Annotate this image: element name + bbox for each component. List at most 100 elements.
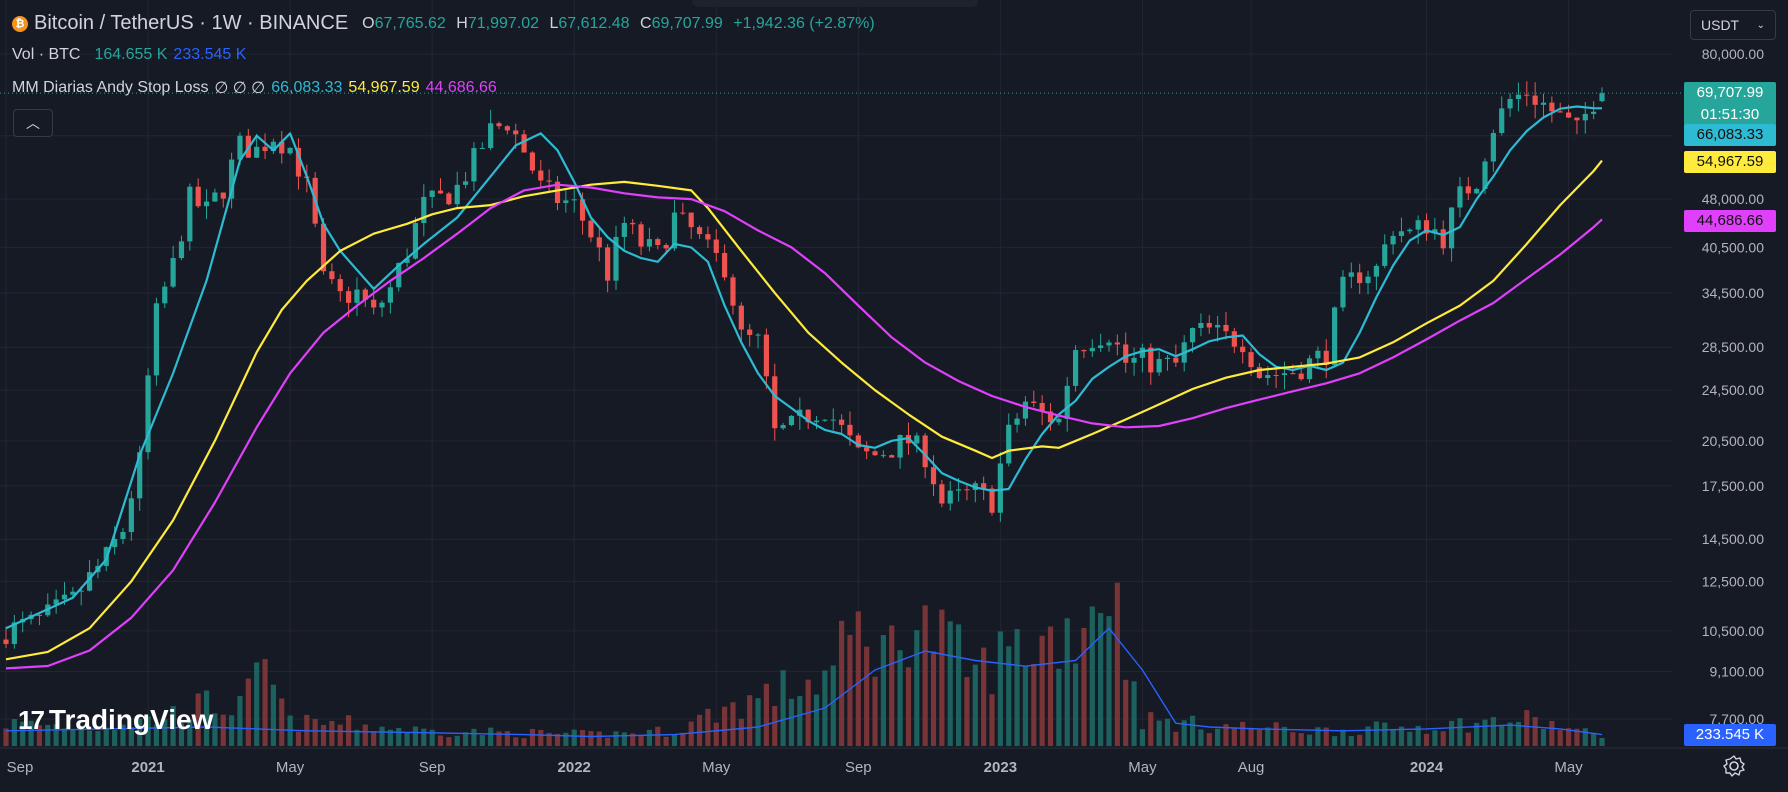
volume-bar bbox=[1574, 728, 1580, 746]
candle-body bbox=[613, 236, 619, 281]
volume-bar bbox=[337, 724, 343, 746]
time-tick-label: May bbox=[702, 759, 731, 776]
candle-body bbox=[638, 224, 644, 247]
low-value: 67,612.48 bbox=[558, 14, 630, 32]
time-axis[interactable]: Sep 2021 May Sep 2022 May Sep 2023 May Aug 2024 May bbox=[0, 747, 1788, 776]
candle-body bbox=[153, 303, 159, 376]
volume-bar bbox=[1407, 731, 1413, 746]
volume-legend[interactable]: Vol · BTC 164.655 K 233.545 K bbox=[12, 46, 246, 64]
volume-bar bbox=[521, 738, 527, 746]
candle-body bbox=[780, 425, 786, 429]
bitcoin-logo-icon: ₿ bbox=[12, 15, 28, 32]
candle-body bbox=[955, 489, 962, 491]
price-tick-label: 12,500.00 bbox=[1702, 573, 1764, 589]
volume-bars bbox=[3, 582, 1605, 746]
volume-bar bbox=[889, 625, 895, 746]
candle-body bbox=[1357, 272, 1363, 284]
volume-bar bbox=[379, 726, 385, 746]
volume-bar bbox=[1173, 731, 1179, 746]
candle-body bbox=[1081, 350, 1087, 352]
candle-body bbox=[329, 271, 335, 280]
change-value: +1,942.36 (+2.87%) bbox=[733, 14, 875, 32]
symbol-legend[interactable]: ₿ Bitcoin / TetherUS · 1W · BINANCE O67,… bbox=[12, 12, 875, 35]
volume-bar bbox=[187, 719, 193, 746]
candle-body bbox=[387, 287, 393, 303]
candle-body bbox=[504, 126, 510, 131]
candle-body bbox=[53, 599, 59, 605]
candle-body bbox=[371, 299, 377, 308]
candle-body bbox=[61, 594, 68, 600]
candle-body bbox=[1198, 322, 1204, 329]
volume-bar bbox=[396, 727, 402, 746]
price-axis[interactable]: 80,000.0060,000.0048,000.0040,500.0034,5… bbox=[1702, 46, 1765, 727]
candle-body bbox=[1315, 350, 1321, 359]
volume-bar bbox=[1281, 726, 1288, 746]
candle-body bbox=[839, 419, 845, 425]
volume-bar bbox=[3, 728, 9, 746]
candle-body bbox=[605, 247, 611, 281]
candle-body bbox=[1240, 346, 1246, 353]
price-tick-label: 48,000.00 bbox=[1702, 191, 1764, 207]
volume-bar bbox=[1465, 732, 1471, 746]
candle-body bbox=[1139, 347, 1146, 358]
volume-bar bbox=[220, 714, 226, 746]
price-tick-label: 7,700.00 bbox=[1710, 711, 1765, 727]
watermark-text: TradingView bbox=[48, 704, 214, 735]
volume-bar bbox=[1557, 730, 1563, 746]
candle-body bbox=[1524, 94, 1530, 96]
candle-body bbox=[855, 435, 861, 448]
volume-bar bbox=[86, 730, 93, 746]
indicator-legend[interactable]: MM Diarias Andy Stop Loss ∅ ∅ ∅ 66,083.3… bbox=[12, 78, 497, 98]
candle-body bbox=[1298, 373, 1304, 380]
volume-bar bbox=[1223, 724, 1229, 746]
volume-bar bbox=[429, 729, 435, 746]
gear-icon[interactable] bbox=[1722, 754, 1746, 778]
currency-select[interactable]: USDT ⌄ bbox=[1690, 10, 1776, 40]
volume-bar bbox=[1323, 727, 1329, 746]
volume-bar bbox=[45, 724, 51, 746]
volume-bar bbox=[1440, 731, 1446, 746]
volume-bar bbox=[262, 659, 268, 746]
candle-body bbox=[1515, 94, 1522, 99]
candle-body bbox=[596, 237, 602, 248]
volume-bar bbox=[112, 729, 118, 746]
volume-bar bbox=[178, 723, 185, 746]
volume-bar bbox=[471, 728, 477, 746]
tradingview-logo-icon: 17 bbox=[18, 704, 45, 735]
volume-bar bbox=[880, 635, 886, 746]
volume-bar bbox=[1072, 663, 1079, 746]
candle-body bbox=[579, 199, 586, 221]
volume-bar bbox=[61, 728, 68, 746]
volume-bar bbox=[797, 696, 803, 746]
candle-body bbox=[1348, 272, 1354, 277]
price-tick-label: 10,500.00 bbox=[1702, 623, 1764, 639]
high-value: 71,997.02 bbox=[467, 14, 540, 32]
ma1-value: 66,083.33 bbox=[271, 79, 343, 96]
candle-body bbox=[1382, 244, 1388, 266]
volume-bar bbox=[170, 706, 176, 746]
volume-bar bbox=[738, 718, 744, 746]
volume-bar bbox=[454, 735, 460, 746]
candle-body bbox=[788, 415, 795, 426]
volume-bar bbox=[763, 683, 769, 746]
volume-bar bbox=[1031, 663, 1037, 746]
time-tick-label: May bbox=[276, 759, 305, 776]
volume-bar bbox=[1206, 733, 1212, 746]
tradingview-watermark[interactable]: 17 TradingView bbox=[18, 704, 213, 736]
volume-bar bbox=[830, 665, 836, 746]
volume-bar bbox=[1148, 712, 1154, 746]
collapse-legend-button[interactable]: ︿ bbox=[13, 109, 53, 137]
candle-body bbox=[1131, 357, 1137, 363]
candle-body bbox=[36, 614, 43, 616]
candle-body bbox=[1173, 357, 1179, 363]
volume-bar bbox=[621, 732, 627, 746]
volume-bar bbox=[128, 727, 134, 746]
candle-body bbox=[279, 141, 285, 154]
candle-body bbox=[1565, 112, 1572, 118]
volume-bar bbox=[1591, 732, 1597, 746]
candle-body bbox=[1248, 352, 1254, 368]
candle-body bbox=[1532, 95, 1538, 105]
volume-bar bbox=[1198, 729, 1204, 746]
price-tick-label: 40,500.00 bbox=[1702, 239, 1764, 255]
